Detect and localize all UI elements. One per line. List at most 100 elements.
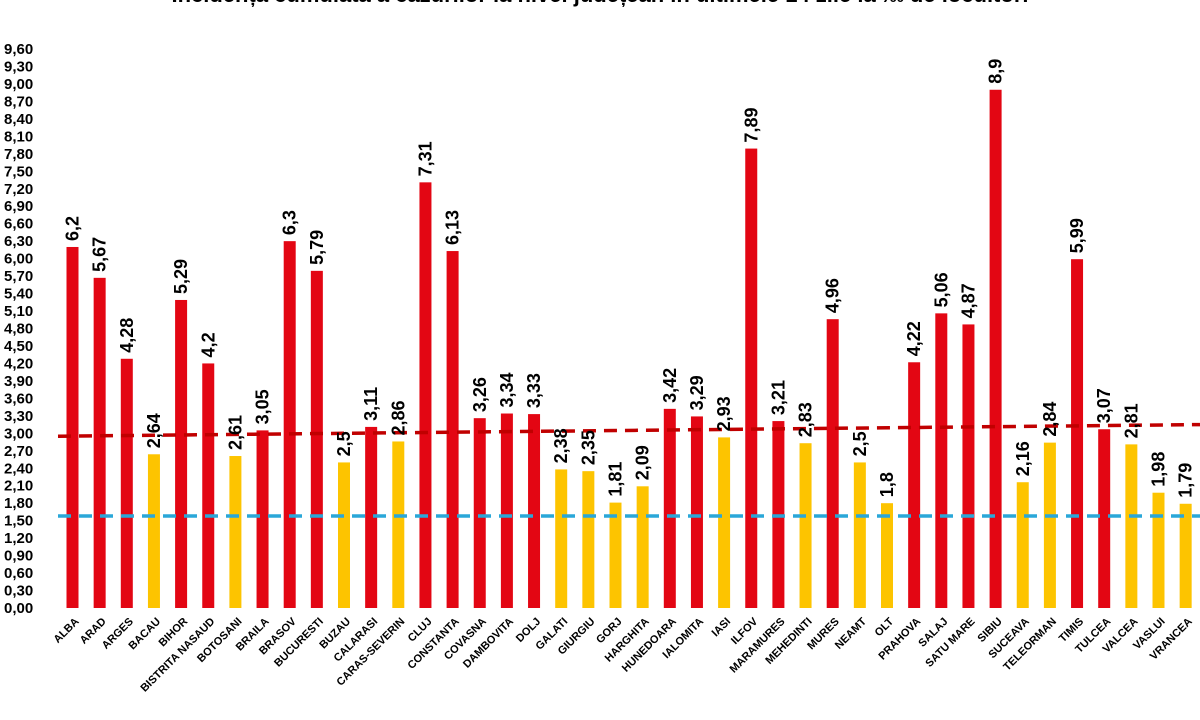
y-tick-label: 2,40 [4,460,33,477]
data-label: 2,35 [578,430,598,465]
bar-cluj [419,182,432,608]
data-label: 5,29 [171,259,191,294]
data-label: 2,93 [714,396,734,431]
bar-alba [66,246,79,608]
data-label: 8,9 [986,59,1006,84]
data-label: 5,67 [90,237,110,272]
data-label: 5,79 [307,230,327,265]
bar-covasna [473,418,486,608]
data-label: 6,13 [443,210,463,245]
data-label: 7,89 [741,108,761,143]
bar-vrancea [1179,503,1192,608]
bar-bacau [147,454,160,608]
data-label: 5,99 [1067,218,1087,253]
x-tick-label: ALBA [52,616,82,646]
bar-valcea [1125,444,1138,608]
bar-iasi [718,437,731,608]
data-label: 2,5 [334,431,354,456]
bar-neamt [853,462,866,608]
reference-lines [57,422,1200,518]
y-tick-label: 5,40 [4,286,33,303]
y-tick-label: 4,80 [4,321,33,338]
bar-mehedinti [799,443,812,608]
x-tick-label: OLT [873,615,897,639]
y-axis: 0,000,300,600,901,201,501,802,102,402,70… [4,41,33,617]
bar-dolj [528,414,541,608]
y-tick-label: 6,60 [4,216,33,233]
bar-giurgiu [582,471,595,608]
y-tick-label: 1,50 [4,513,33,530]
bar-prahova [908,362,921,608]
y-tick-label: 6,00 [4,251,33,268]
data-label: 3,21 [768,380,788,415]
y-tick-label: 1,80 [4,495,33,512]
data-label: 2,83 [796,402,816,437]
y-tick-label: 9,30 [4,58,33,75]
y-tick-label: 5,70 [4,268,33,285]
data-label: 2,81 [1121,403,1141,438]
bar-vaslui [1152,492,1165,608]
y-tick-label: 7,20 [4,181,33,198]
bar-arges [120,358,133,608]
y-tick-label: 6,90 [4,198,33,215]
bar-timis [1071,259,1084,608]
bar-dambovita [500,413,513,608]
y-tick-label: 0,90 [4,548,33,565]
data-label: 7,31 [415,141,435,176]
data-label: 2,64 [144,413,164,448]
data-label: 4,28 [117,318,137,353]
y-tick-label: 6,30 [4,233,33,250]
y-tick-label: 7,50 [4,163,33,180]
data-label: 2,84 [1040,402,1060,437]
y-tick-label: 0,00 [4,600,33,617]
y-tick-label: 9,60 [4,41,33,58]
data-label: 2,86 [388,400,408,435]
y-tick-label: 1,20 [4,530,33,547]
bar-arad [93,277,106,608]
bar-mures [826,319,839,608]
y-tick-label: 8,40 [4,111,33,128]
data-label: 3,07 [1094,388,1114,423]
data-label: 1,8 [877,472,897,497]
data-label: 3,29 [687,375,707,410]
red-threshold-line [57,422,1200,438]
data-label: 1,98 [1149,452,1169,487]
y-tick-label: 0,60 [4,565,33,582]
data-labels: 6,2 5,67 4,28 2,64 5,29 4,2 2,61 3,05 6,3 5,79 2,5… [63,59,1196,498]
chart-title: Incidența cumulată a cazurilor la nivel … [0,0,1200,8]
bar-suceava [1016,482,1029,608]
data-label: 4,87 [958,283,978,318]
bar-ialomita [690,416,703,608]
bar-olt [881,503,893,608]
data-label: 4,2 [198,332,218,357]
bar-sibiu [989,89,1002,608]
data-label: 3,34 [497,372,517,407]
data-label: 3,11 [361,387,381,421]
bar-bucuresti [310,270,323,608]
bar-satu-mare [962,324,975,608]
data-label: 3,42 [660,368,680,403]
bar-tulcea [1098,429,1111,608]
y-tick-label: 4,50 [4,338,33,355]
bar-brasov [283,241,296,608]
bar-harghita [636,486,649,608]
bar-ilfov [745,148,758,608]
data-label: 2,16 [1013,441,1033,476]
y-tick-label: 5,10 [4,303,33,320]
data-label: 6,2 [63,216,83,241]
data-label: 4,22 [904,321,924,356]
y-tick-label: 3,60 [4,390,33,407]
y-tick-label: 2,70 [4,443,33,460]
data-label: 4,96 [823,278,843,313]
y-tick-label: 3,90 [4,373,33,390]
bar-calarasi [365,426,378,608]
data-label: 2,09 [633,445,653,480]
bar-bihor [175,299,188,608]
bars [66,89,1192,608]
y-tick-label: 8,70 [4,93,33,110]
data-label: 5,06 [931,272,951,307]
y-tick-label: 8,10 [4,128,33,145]
data-label: 6,3 [280,210,300,235]
